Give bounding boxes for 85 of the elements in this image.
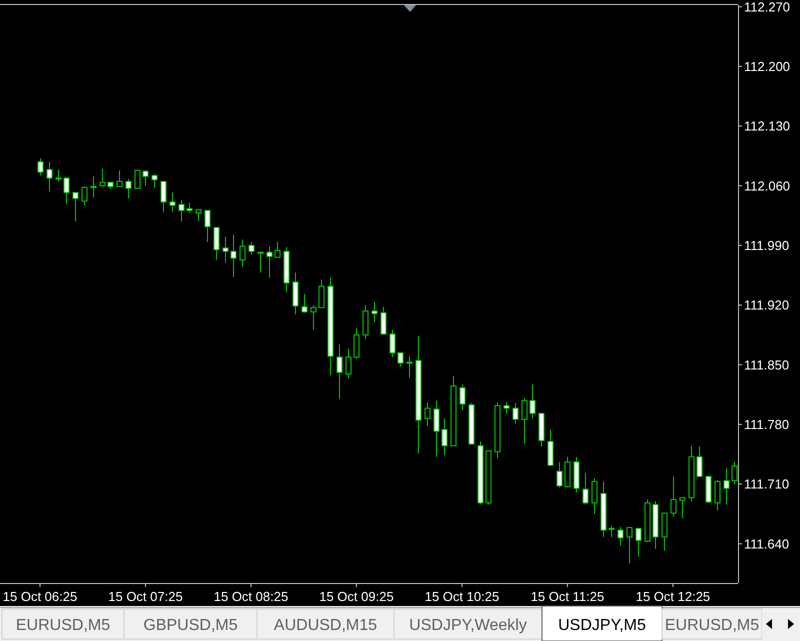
candlestick: [214, 227, 220, 260]
y-tick-label: 111.780: [744, 416, 790, 432]
candlestick: [82, 186, 88, 206]
candlestick: [178, 200, 184, 222]
candlestick: [724, 467, 730, 506]
x-tick-label: 15 Oct 10:25: [424, 589, 500, 604]
x-tick-label: 15 Oct 11:25: [530, 589, 604, 604]
y-tick-label: 112.200: [744, 58, 790, 74]
y-tick-label: 112.270: [744, 0, 790, 14]
candlestick: [548, 429, 554, 466]
candlestick: [346, 348, 352, 379]
candlestick: [618, 526, 624, 546]
candlestick: [318, 279, 324, 308]
candlestick: [530, 384, 536, 419]
y-tick-label: 111.850: [744, 357, 790, 372]
x-tick-label: 15 Oct 07:25: [108, 589, 183, 604]
candlestick: [56, 169, 62, 182]
y-tick-label: 111.920: [744, 298, 790, 313]
candlestick: [354, 328, 360, 360]
candlestick: [240, 238, 246, 268]
candlestick: [64, 178, 70, 204]
candlestick: [142, 170, 148, 186]
candlestick: [274, 241, 280, 258]
candlestick: [696, 446, 702, 478]
candlestick: [186, 202, 192, 214]
x-tick-label: 15 Oct 08:25: [214, 589, 288, 604]
text: USDJPY,Weekly: [409, 617, 527, 634]
y-tick-label: 112.130: [744, 118, 790, 134]
candlestick: [398, 352, 404, 367]
candlestick: [204, 210, 210, 242]
candlestick: [380, 306, 386, 335]
candlestick: [608, 525, 614, 538]
candlestick: [636, 528, 642, 558]
candlestick: [582, 472, 588, 506]
x-tick-label: 15 Oct 09:25: [319, 589, 394, 604]
candlestick: [504, 402, 510, 414]
candlestick: [258, 252, 264, 274]
candlestick: [670, 476, 676, 518]
candlestick: [266, 246, 272, 278]
candlestick: [292, 272, 298, 315]
candlestick: [90, 176, 96, 198]
candlestick: [248, 241, 254, 256]
candlestick: [592, 478, 598, 514]
candlestick: [362, 304, 368, 340]
candlestick: [714, 479, 720, 512]
candlestick: [442, 418, 448, 456]
candlestick: [662, 512, 668, 552]
candlestick: [424, 402, 430, 427]
candlestick: [126, 178, 132, 200]
candlestick: [406, 356, 412, 378]
candlestick: [434, 400, 440, 458]
candlestick: [134, 169, 140, 190]
candlestick: [390, 329, 396, 358]
text: EURUSD,M5: [16, 617, 110, 634]
x-tick-label: 15 Oct 12:25: [636, 589, 710, 604]
candlestick: [72, 192, 78, 222]
x-tick-label: 15 Oct 06:25: [2, 589, 78, 604]
text: USDJPY,M5: [558, 617, 646, 634]
candlestick: [196, 209, 202, 222]
y-tick-label: 111.640: [744, 536, 790, 552]
candlestick: [522, 398, 528, 445]
candlestick: [302, 294, 308, 314]
candlestick: [170, 192, 176, 213]
candlestick: [38, 158, 44, 176]
candlestick: [336, 344, 342, 400]
y-tick-label: 111.710: [744, 476, 790, 492]
candlestick: [680, 497, 686, 519]
y-tick-label: 111.990: [744, 238, 790, 253]
candlestick: [556, 461, 562, 488]
candlestick: [310, 304, 316, 330]
candlestick: [222, 236, 228, 263]
candlestick: [460, 384, 466, 410]
candlestick: [116, 170, 122, 188]
candlestick: [100, 168, 106, 188]
text: AUDUSD,M15: [274, 617, 378, 634]
text: GBPUSD,M5: [143, 617, 238, 634]
candlestick: [512, 402, 518, 424]
candlestick: [152, 173, 158, 189]
candlestick: [230, 234, 236, 278]
candlestick: [372, 301, 378, 323]
candlestick: [626, 526, 632, 564]
y-tick-label: 112.060: [744, 178, 790, 194]
candlestick: [46, 161, 52, 192]
candlestick: [160, 180, 166, 213]
text: EURUSD,M5: [664, 617, 760, 634]
